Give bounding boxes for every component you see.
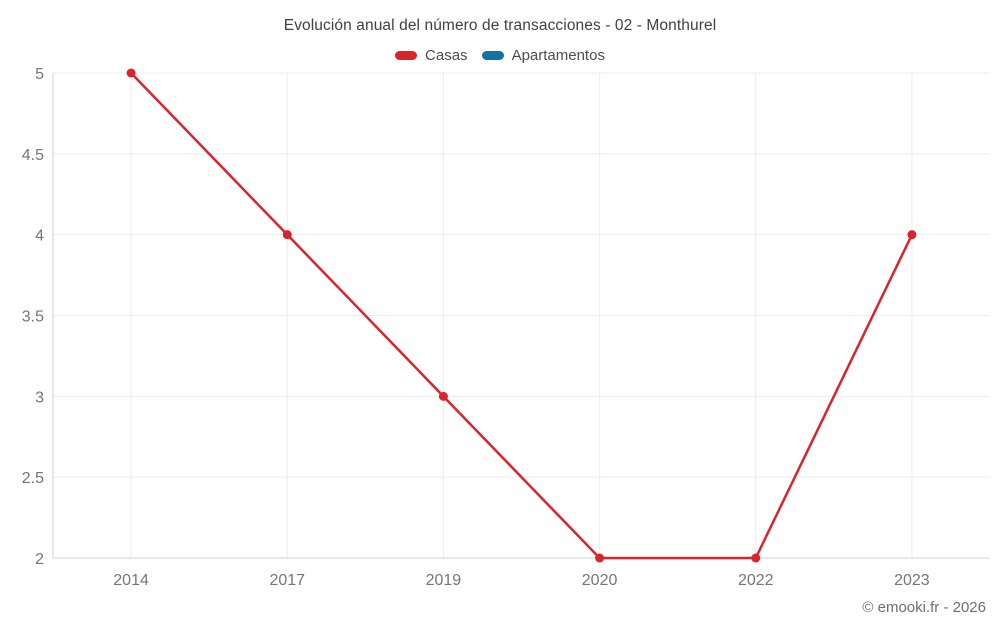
y-axis-tick-label: 5 (35, 66, 44, 83)
y-axis-tick-label: 2.5 (22, 470, 44, 487)
x-axis-tick-label: 2020 (582, 572, 618, 589)
y-axis-tick-label: 3.5 (22, 309, 44, 326)
data-point-casas-2014[interactable] (126, 68, 136, 78)
x-axis-tick-label: 2022 (738, 572, 774, 589)
y-axis-tick-label: 3 (35, 389, 44, 406)
legend-item-apartamentos[interactable]: Apartamentos (481, 47, 605, 64)
legend-item-casas[interactable]: Casas (395, 47, 468, 64)
data-point-casas-2023[interactable] (907, 230, 917, 240)
chart-legend: Casas Apartamentos (0, 47, 1000, 64)
series-line-casas (129, 71, 914, 560)
x-axis-tick-label: 2023 (894, 572, 930, 589)
x-axis-tick-label: 2019 (426, 572, 462, 589)
legend-label-casas: Casas (425, 47, 468, 64)
data-point-casas-2022[interactable] (751, 553, 761, 563)
y-axis-tick-label: 4 (35, 228, 44, 245)
y-axis-tick-label: 4.5 (22, 147, 44, 164)
copyright-footer: © emooki.fr - 2026 (862, 599, 986, 616)
y-axis-tick-label: 2 (35, 551, 44, 568)
chart-title: Evolución anual del número de transaccio… (283, 17, 717, 34)
x-axis-tick-label: 2017 (269, 572, 305, 589)
legend-label-apartamentos: Apartamentos (511, 47, 605, 64)
data-point-casas-2017[interactable] (282, 230, 292, 240)
x-axis-tick-label: 2014 (113, 572, 149, 589)
data-point-casas-2020[interactable] (595, 553, 605, 563)
legend-swatch-casas-icon (395, 51, 418, 60)
data-point-casas-2019[interactable] (438, 391, 448, 401)
legend-swatch-apartamentos-icon (481, 51, 504, 60)
